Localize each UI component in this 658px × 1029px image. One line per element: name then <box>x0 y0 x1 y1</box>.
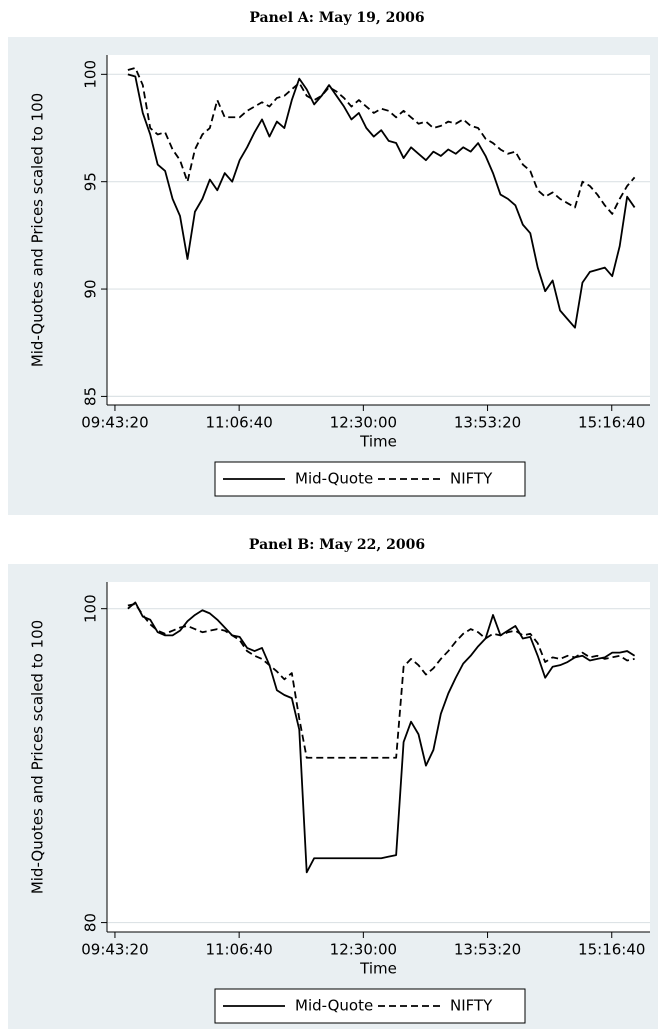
y-tick-label: 100 <box>82 60 100 89</box>
x-tick-label: 13:53:20 <box>454 941 521 959</box>
plot-area <box>107 582 650 932</box>
x-tick-label: 12:30:00 <box>330 941 397 959</box>
y-tick-label: 100 <box>82 594 100 623</box>
x-axis-label: Time <box>359 960 397 978</box>
y-tick-label: 85 <box>82 387 100 406</box>
series-line <box>127 73 636 329</box>
x-axis-label: Time <box>359 433 397 451</box>
y-tick-label: 90 <box>82 280 100 299</box>
x-tick-label: 11:06:40 <box>205 414 272 432</box>
chart-title: Panel A: May 19, 2006 <box>249 10 424 26</box>
panel: Panel B: May 22, 2006 80 100 09:43:20 11:06:… <box>8 537 658 1029</box>
x-tick-label: 13:53:20 <box>454 414 521 432</box>
x-tick-label: 15:16:40 <box>578 414 645 432</box>
legend-label: Mid-Quote <box>295 470 373 488</box>
legend-label: NIFTY <box>450 997 493 1015</box>
x-tick-label: 09:43:20 <box>81 414 148 432</box>
y-axis-label: Mid-Quotes and Prices scaled to 100 <box>29 93 47 367</box>
legend-label: NIFTY <box>450 470 493 488</box>
y-tick-label: 80 <box>82 913 100 932</box>
x-tick-label: 09:43:20 <box>81 941 148 959</box>
legend-label: Mid-Quote <box>295 997 373 1015</box>
chart-title: Panel B: May 22, 2006 <box>249 537 425 553</box>
x-tick-label: 15:16:40 <box>578 941 645 959</box>
y-tick-label: 95 <box>82 172 100 191</box>
y-axis-label: Mid-Quotes and Prices scaled to 100 <box>29 620 47 894</box>
panel: Panel A: May 19, 2006 85 90 95 100 09:43:20 11… <box>8 10 658 515</box>
x-tick-label: 11:06:40 <box>205 941 272 959</box>
series-line <box>127 66 636 215</box>
x-tick-label: 12:30:00 <box>330 414 397 432</box>
plot-area <box>107 55 650 405</box>
series-line <box>127 601 636 874</box>
series-line <box>127 603 635 759</box>
